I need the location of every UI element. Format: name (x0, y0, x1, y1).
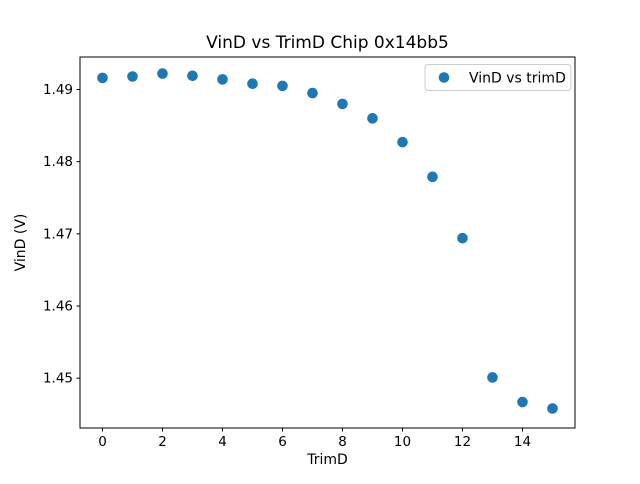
data-point (397, 136, 408, 148)
data-point (277, 80, 288, 92)
legend-marker-icon (438, 72, 450, 83)
data-point (187, 70, 198, 82)
data-point (127, 71, 138, 82)
x-tick-label: 10 (394, 434, 411, 450)
x-tick-label: 4 (218, 434, 227, 450)
x-tick-label: 6 (278, 434, 287, 450)
legend: VinD vs trimD (424, 64, 572, 91)
chart-title: VinD vs TrimD Chip 0x14bb5 (206, 33, 449, 53)
legend-entry-label: VinD vs trimD (469, 71, 566, 87)
data-point (217, 74, 228, 85)
y-tick-label: 1.49 (43, 82, 73, 98)
y-tick-label: 1.48 (43, 154, 73, 170)
x-tick-label: 0 (98, 434, 107, 450)
x-tick-label: 8 (338, 434, 347, 450)
data-point (367, 113, 378, 124)
data-point (427, 171, 438, 183)
data-point (337, 98, 348, 110)
data-point (307, 87, 318, 99)
axes-frame (79, 56, 576, 429)
data-point (457, 232, 468, 244)
y-tick-label: 1.46 (43, 299, 73, 315)
y-axis-ticks: 1.45 1.46 1.47 1.48 1.49 (43, 82, 80, 387)
x-tick-label: 14 (514, 434, 531, 450)
y-tick-label: 1.45 (43, 371, 73, 387)
data-point (247, 78, 258, 90)
data-point (487, 372, 498, 383)
x-tick-label: 12 (454, 434, 471, 450)
data-point (517, 396, 528, 408)
x-axis-label: TrimD (306, 452, 348, 468)
x-tick-label: 2 (158, 434, 167, 450)
data-point (157, 68, 168, 79)
y-tick-label: 1.47 (43, 226, 73, 242)
data-point (97, 72, 108, 84)
y-axis-label: VinD (V) (13, 214, 29, 272)
legend-frame (424, 64, 572, 91)
x-axis-ticks: 0 2 4 6 8 10 12 14 (98, 428, 531, 450)
scatter-points (97, 68, 558, 414)
data-point (547, 403, 558, 414)
